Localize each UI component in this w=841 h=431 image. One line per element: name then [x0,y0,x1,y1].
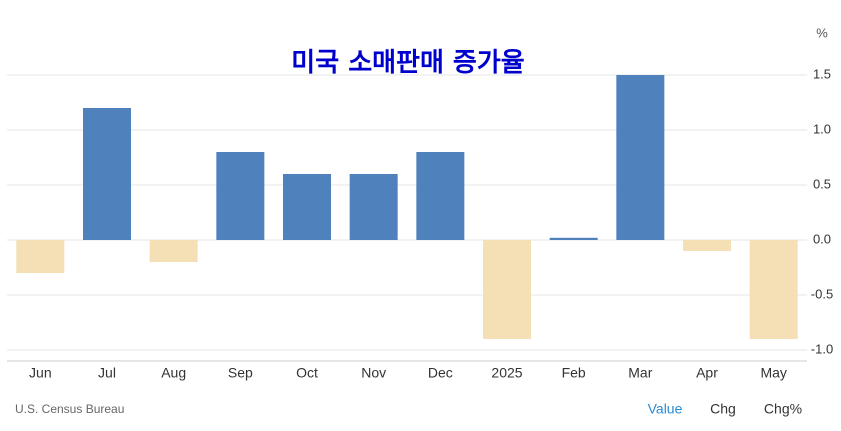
source: U.S. Census Bureau [15,402,124,416]
bar [283,174,331,240]
x-tick-label: Jun [29,365,52,381]
y-tick-label: 1.0 [813,121,831,136]
x-tick-label: Jul [98,365,116,381]
bar [149,240,198,262]
bar [483,240,531,339]
y-tick-label: 0.5 [813,176,831,191]
x-tick-label: Nov [361,365,386,381]
x-tick-label: 2025 [491,365,522,381]
x-tick-label: Apr [696,365,718,381]
toggle-button[interactable]: Value [648,401,683,417]
y-tick-label: -1.0 [811,341,833,356]
y-tick-label: 0.0 [813,231,831,246]
bar [549,237,598,240]
y-tick-label: -0.5 [811,286,833,301]
unit-label: % [816,25,828,40]
bar [349,174,398,240]
x-tick-label: Dec [428,365,453,381]
x-tick-label: Sep [228,365,253,381]
x-tick-label: Oct [296,365,318,381]
chart-title: 미국 소매판매 증가율 [291,48,524,78]
y-tick-label: 1.5 [813,66,831,81]
bar [83,108,131,240]
bar [416,152,465,240]
x-tick-label: May [760,365,786,381]
x-tick-label: Aug [161,365,186,381]
toggle-button[interactable]: Chg% [764,401,802,417]
bar [216,152,265,240]
toggle-button[interactable]: Chg [710,401,736,417]
bar [16,240,65,273]
bar [749,240,798,339]
x-tick-label: Feb [562,365,586,381]
bar [616,75,665,240]
x-tick-label: Mar [628,365,652,381]
bar [683,240,731,251]
